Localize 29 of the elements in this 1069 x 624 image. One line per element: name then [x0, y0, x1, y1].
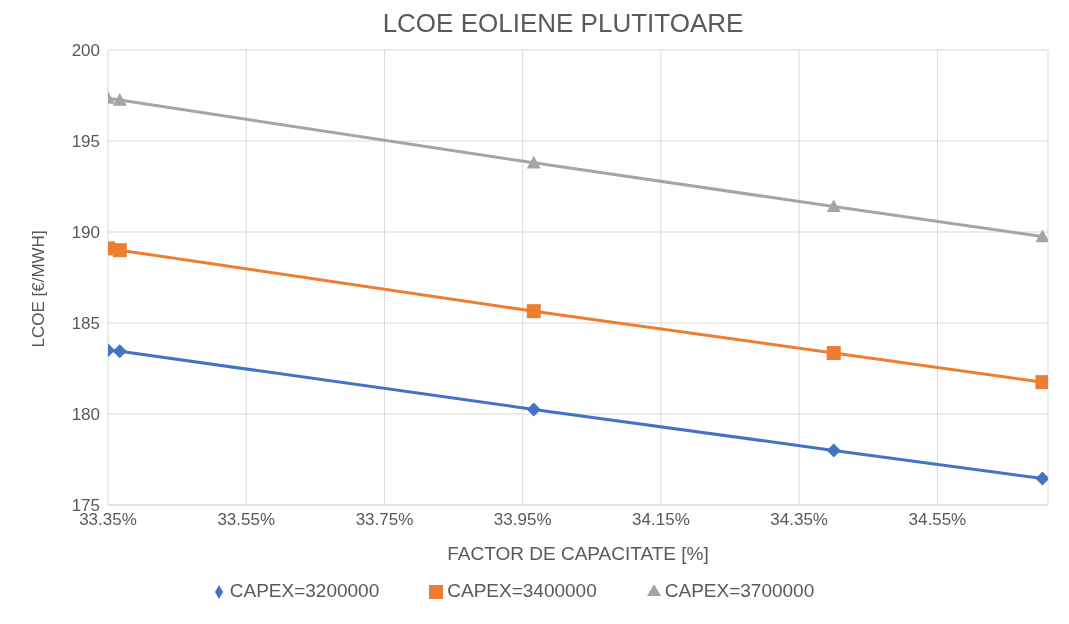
point — [526, 155, 541, 169]
y-tick-label: 195 — [71, 132, 100, 152]
y-axis-title: LCOE [€/MWH] — [29, 230, 49, 348]
x-axis-title: FACTOR DE CAPACITATE [%] — [447, 543, 709, 564]
x-tick-label: 33.55% — [217, 510, 276, 530]
legend-label: CAPEX=3400000 — [447, 580, 597, 601]
point — [526, 402, 541, 417]
x-tick-label: 34.15% — [632, 510, 690, 530]
x-tick-label: 33.95% — [493, 510, 552, 530]
point — [112, 93, 127, 106]
point — [112, 344, 127, 359]
y-tick-label: 190 — [71, 223, 100, 243]
point — [1035, 375, 1048, 390]
point — [526, 304, 541, 319]
point — [826, 199, 841, 213]
point — [826, 443, 841, 458]
point — [1035, 471, 1048, 486]
x-tick-label: 34.35% — [770, 510, 829, 530]
y-tick-label: 185 — [71, 314, 100, 334]
x-tick-label: 34.55% — [908, 510, 967, 530]
x-tick-label: 33.75% — [355, 510, 414, 530]
y-tick-label: 200 — [71, 41, 100, 61]
chart-title: LCOE EOLIENE PLUTITOARE — [381, 8, 745, 40]
legend-label: CAPEX=3200000 — [229, 580, 380, 601]
point — [826, 346, 841, 361]
legend-label: CAPEX=3700000 — [664, 580, 815, 601]
point — [1035, 229, 1048, 243]
y-tick-label: 180 — [71, 405, 100, 425]
point — [112, 243, 127, 258]
